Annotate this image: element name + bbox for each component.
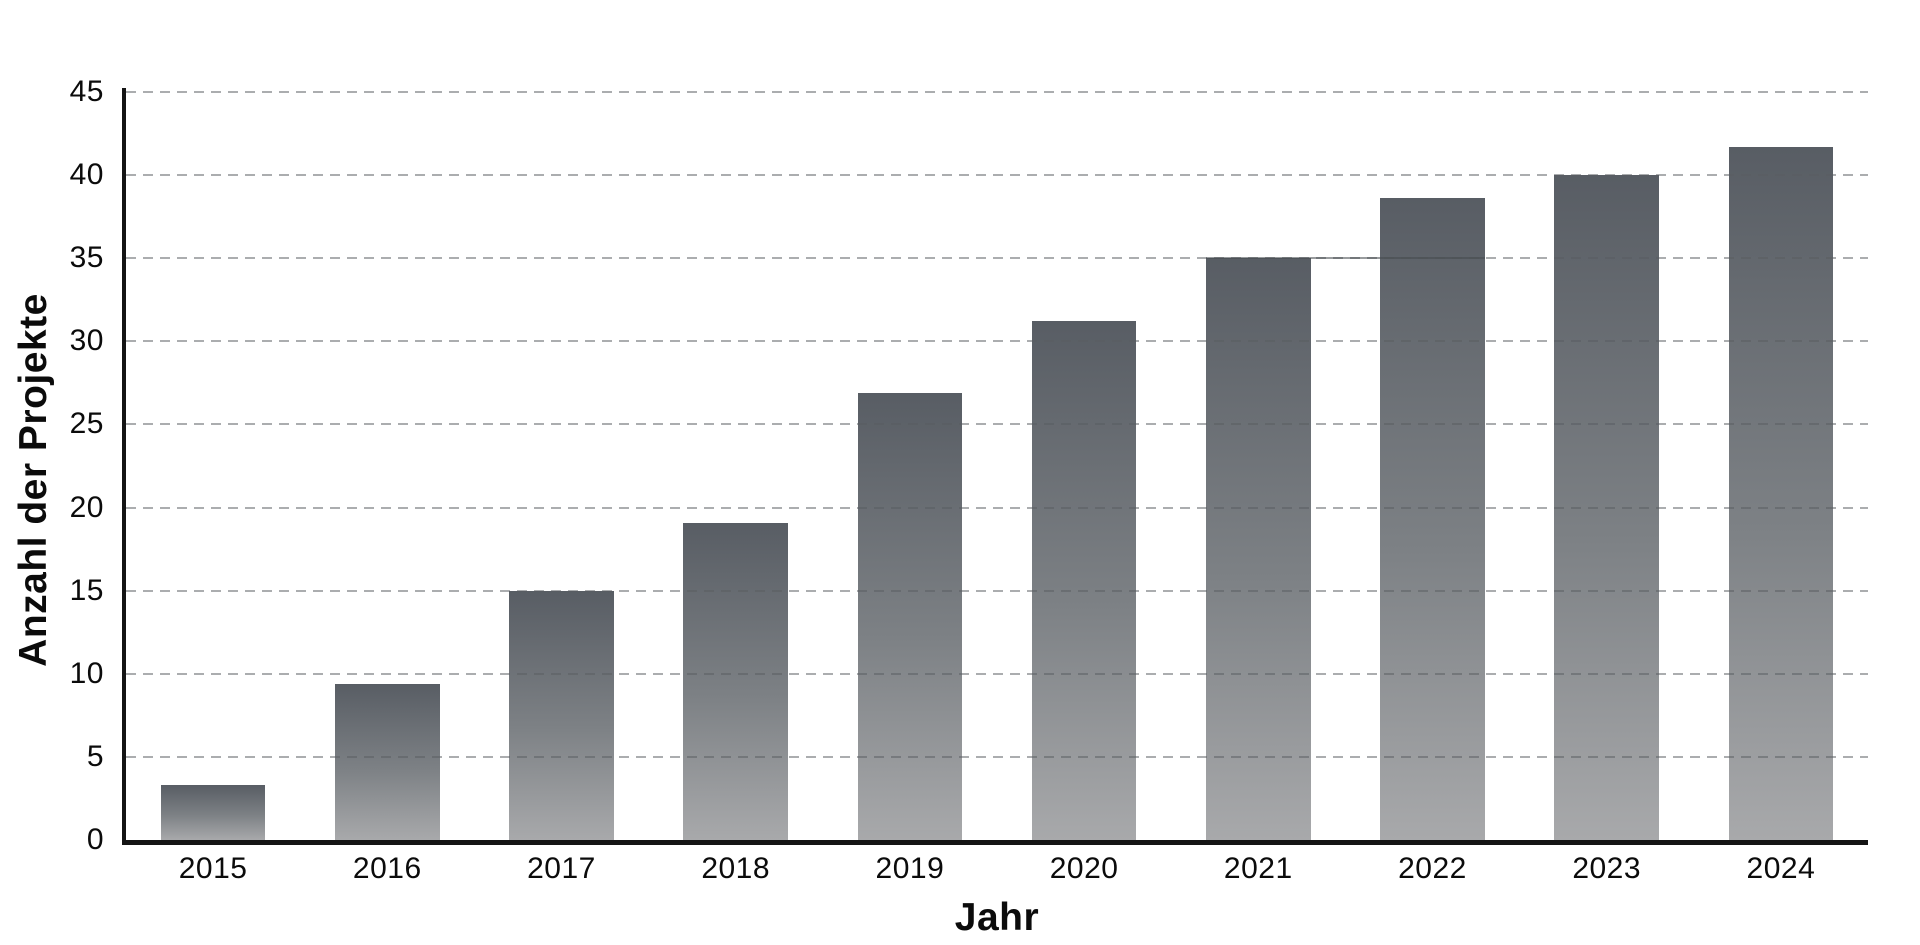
y-tick-label-10: 10	[69, 656, 104, 690]
bar-2017	[509, 590, 614, 840]
x-tick-label-2019: 2019	[875, 852, 945, 885]
bar-slot-2015	[126, 92, 300, 840]
x-tick-label-2021: 2021	[1223, 852, 1293, 885]
bar-2021	[1206, 258, 1311, 840]
x-tick-label-2016: 2016	[352, 852, 422, 885]
bar-slot-2022	[1345, 92, 1519, 840]
bar-2019	[857, 392, 963, 840]
y-tick-label-45: 45	[69, 75, 104, 108]
y-tick-label-30: 30	[69, 324, 104, 358]
bar-slot-2024	[1694, 92, 1868, 840]
bar-2015	[160, 785, 266, 840]
y-tick-label-25: 25	[69, 407, 104, 441]
x-tick-label-2018: 2018	[701, 852, 771, 885]
bar-slot-2018	[649, 92, 823, 840]
bar-2024	[1728, 146, 1834, 840]
x-axis-title: Jahr	[954, 896, 1040, 939]
y-tick-label-20: 20	[69, 490, 104, 524]
y-axis-line	[122, 88, 126, 844]
bar-slot-2019	[823, 92, 997, 840]
bar-2022	[1380, 198, 1485, 840]
bar-slot-2020	[997, 92, 1171, 840]
y-tick-label-40: 40	[69, 158, 104, 192]
bar-2023	[1554, 175, 1659, 840]
x-tick-label-2023: 2023	[1572, 852, 1642, 885]
bar-slot-2021	[1171, 92, 1345, 840]
y-tick-label-15: 15	[69, 573, 104, 607]
x-tick-label-2022: 2022	[1398, 852, 1467, 885]
x-tick-label-2020: 2020	[1049, 852, 1119, 885]
bar-2016	[335, 683, 440, 840]
y-tick-label-0: 0	[86, 823, 104, 856]
x-tick-label-2015: 2015	[178, 852, 248, 885]
y-tick-label-35: 35	[69, 241, 104, 275]
bars-container	[126, 92, 1868, 840]
y-tick-label-5: 5	[86, 739, 104, 773]
bar-2020	[1031, 321, 1137, 840]
x-tick-label-2017: 2017	[527, 852, 596, 885]
bar-slot-2017	[474, 92, 648, 840]
bar-slot-2016	[300, 92, 474, 840]
bar-2018	[683, 522, 788, 840]
plot-area	[122, 88, 1868, 845]
bar-slot-2023	[1520, 92, 1694, 840]
x-axis-line	[122, 840, 1868, 845]
x-tick-label-2024: 2024	[1746, 852, 1816, 885]
